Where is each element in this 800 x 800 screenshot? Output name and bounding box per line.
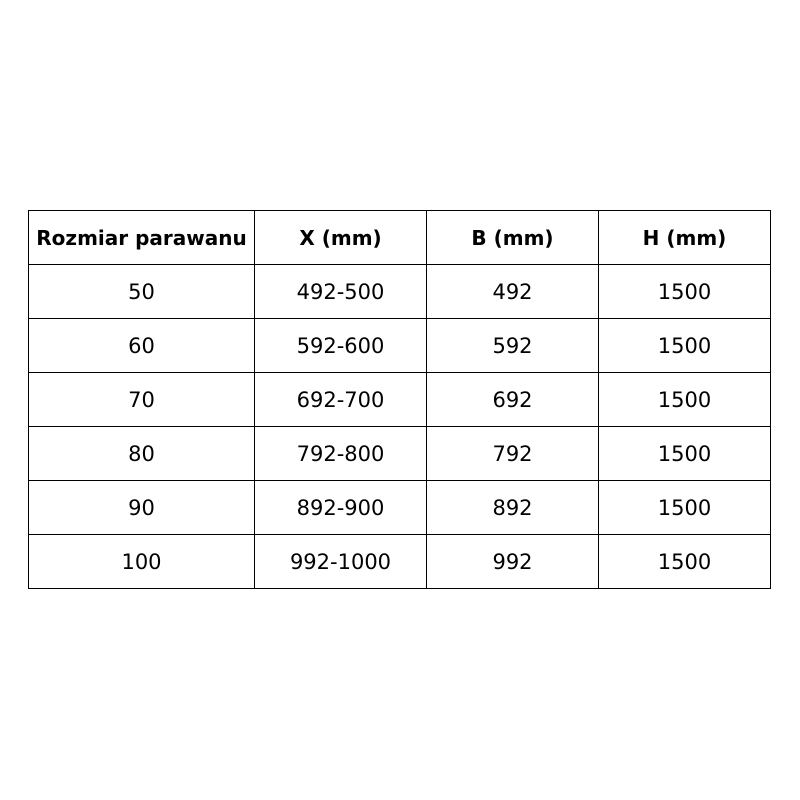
cell-h: 1500 (598, 426, 771, 481)
header-size: Rozmiar parawanu (28, 210, 255, 265)
cell-h: 1500 (598, 534, 771, 589)
table-row: 90 892-900 892 1500 (28, 480, 771, 535)
cell-h: 1500 (598, 372, 771, 427)
cell-x: 592-600 (254, 318, 427, 373)
header-h: H (mm) (598, 210, 771, 265)
cell-b: 892 (426, 480, 599, 535)
header-row: Rozmiar parawanu X (mm) B (mm) H (mm) (28, 210, 771, 265)
size-table: Rozmiar parawanu X (mm) B (mm) H (mm) 50… (28, 210, 771, 589)
cell-b: 492 (426, 264, 599, 319)
table-row: 60 592-600 592 1500 (28, 318, 771, 373)
cell-b: 592 (426, 318, 599, 373)
cell-size: 60 (28, 318, 255, 373)
cell-b: 692 (426, 372, 599, 427)
cell-x: 692-700 (254, 372, 427, 427)
header-x: X (mm) (254, 210, 427, 265)
cell-x: 792-800 (254, 426, 427, 481)
table-row: 80 792-800 792 1500 (28, 426, 771, 481)
cell-size: 100 (28, 534, 255, 589)
cell-h: 1500 (598, 264, 771, 319)
cell-size: 90 (28, 480, 255, 535)
cell-h: 1500 (598, 318, 771, 373)
cell-size: 70 (28, 372, 255, 427)
cell-x: 892-900 (254, 480, 427, 535)
cell-b: 792 (426, 426, 599, 481)
table-row: 50 492-500 492 1500 (28, 264, 771, 319)
table-row: 70 692-700 692 1500 (28, 372, 771, 427)
table-row: 100 992-1000 992 1500 (28, 534, 771, 589)
cell-x: 492-500 (254, 264, 427, 319)
cell-b: 992 (426, 534, 599, 589)
cell-size: 50 (28, 264, 255, 319)
header-b: B (mm) (426, 210, 599, 265)
cell-x: 992-1000 (254, 534, 427, 589)
cell-size: 80 (28, 426, 255, 481)
cell-h: 1500 (598, 480, 771, 535)
